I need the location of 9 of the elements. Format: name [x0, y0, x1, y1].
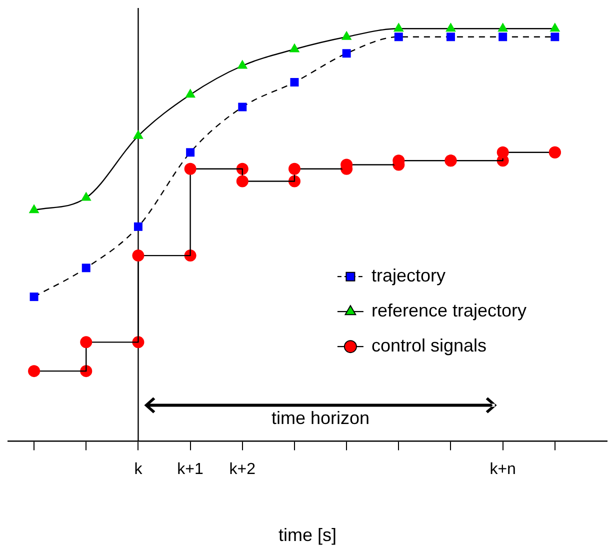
legend-label: reference trajectory: [371, 300, 527, 321]
x-tick-label: k+2: [229, 461, 256, 478]
x-tick-label: k: [134, 461, 144, 478]
x-axis-title: time [s]: [278, 525, 337, 546]
x-tick-label: k+1: [177, 461, 204, 478]
legend-label: trajectory: [371, 266, 446, 286]
annotation: time horizon: [272, 408, 370, 428]
legend-label: control signals: [371, 336, 487, 356]
x-tick-label: k+n: [490, 461, 516, 478]
